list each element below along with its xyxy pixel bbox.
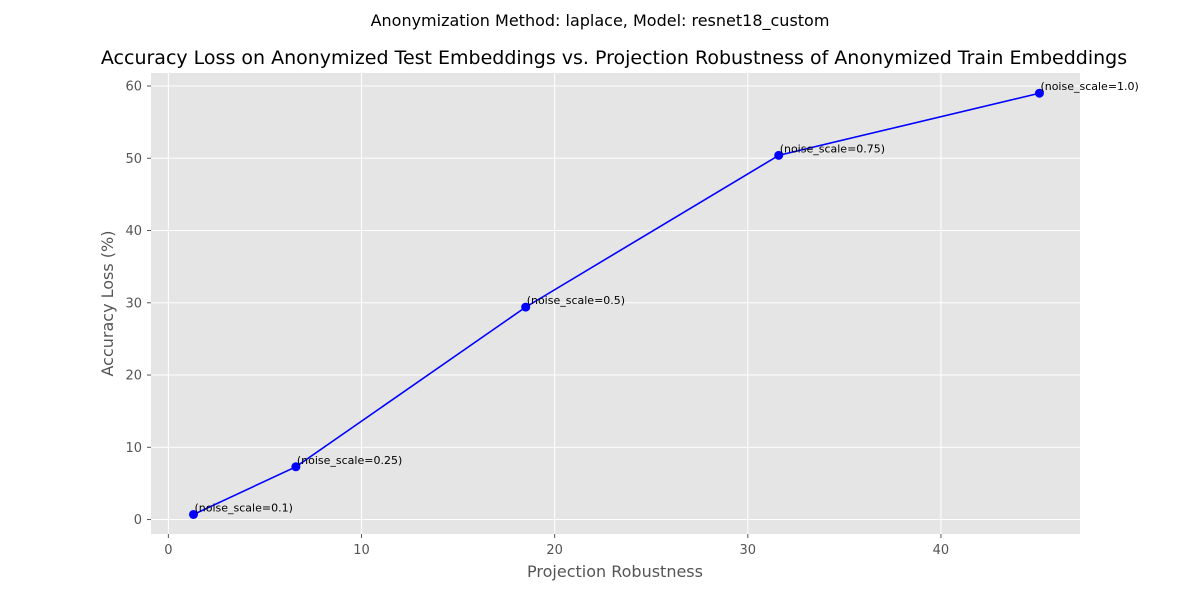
y-tick-label: 30 bbox=[125, 296, 142, 311]
x-tick-label: 20 bbox=[546, 543, 563, 558]
y-axis-label: Accuracy Loss (%) bbox=[98, 231, 117, 377]
data-point bbox=[188, 509, 198, 519]
y-tick-label: 0 bbox=[134, 513, 142, 528]
axis-ticks: 0 10 20 30 40 0 10 20 30 40 50 60 bbox=[125, 80, 949, 558]
data-point bbox=[521, 302, 531, 312]
y-tick-label: 10 bbox=[125, 441, 142, 456]
data-point-label: (noise_scale=0.25) bbox=[297, 454, 402, 467]
data-point bbox=[291, 462, 301, 472]
y-tick-label: 50 bbox=[125, 152, 142, 167]
series bbox=[188, 88, 1044, 519]
y-tick-label: 60 bbox=[125, 80, 142, 95]
data-point-label: (noise_scale=1.0) bbox=[1040, 80, 1138, 93]
x-tick-label: 10 bbox=[353, 543, 370, 558]
data-point-label: (noise_scale=0.75) bbox=[780, 142, 885, 155]
x-tick-label: 30 bbox=[740, 543, 757, 558]
grid-lines bbox=[151, 73, 1080, 534]
chart-suptitle: Anonymization Method: laplace, Model: re… bbox=[371, 11, 830, 31]
y-tick-label: 40 bbox=[125, 224, 142, 239]
plot-area bbox=[151, 73, 1080, 534]
x-tick-label: 0 bbox=[164, 543, 172, 558]
data-point-label: (noise_scale=0.5) bbox=[527, 294, 625, 307]
chart-title: Accuracy Loss on Anonymized Test Embeddi… bbox=[101, 47, 1127, 69]
x-tick-label: 40 bbox=[933, 543, 950, 558]
point-labels: (noise_scale=0.1) (noise_scale=0.25) (nois… bbox=[194, 80, 1138, 514]
y-tick-label: 20 bbox=[125, 369, 142, 384]
data-point bbox=[1034, 88, 1044, 98]
data-point-label: (noise_scale=0.1) bbox=[194, 501, 292, 514]
x-axis-label: Projection Robustness bbox=[527, 562, 703, 581]
data-point bbox=[774, 150, 784, 160]
